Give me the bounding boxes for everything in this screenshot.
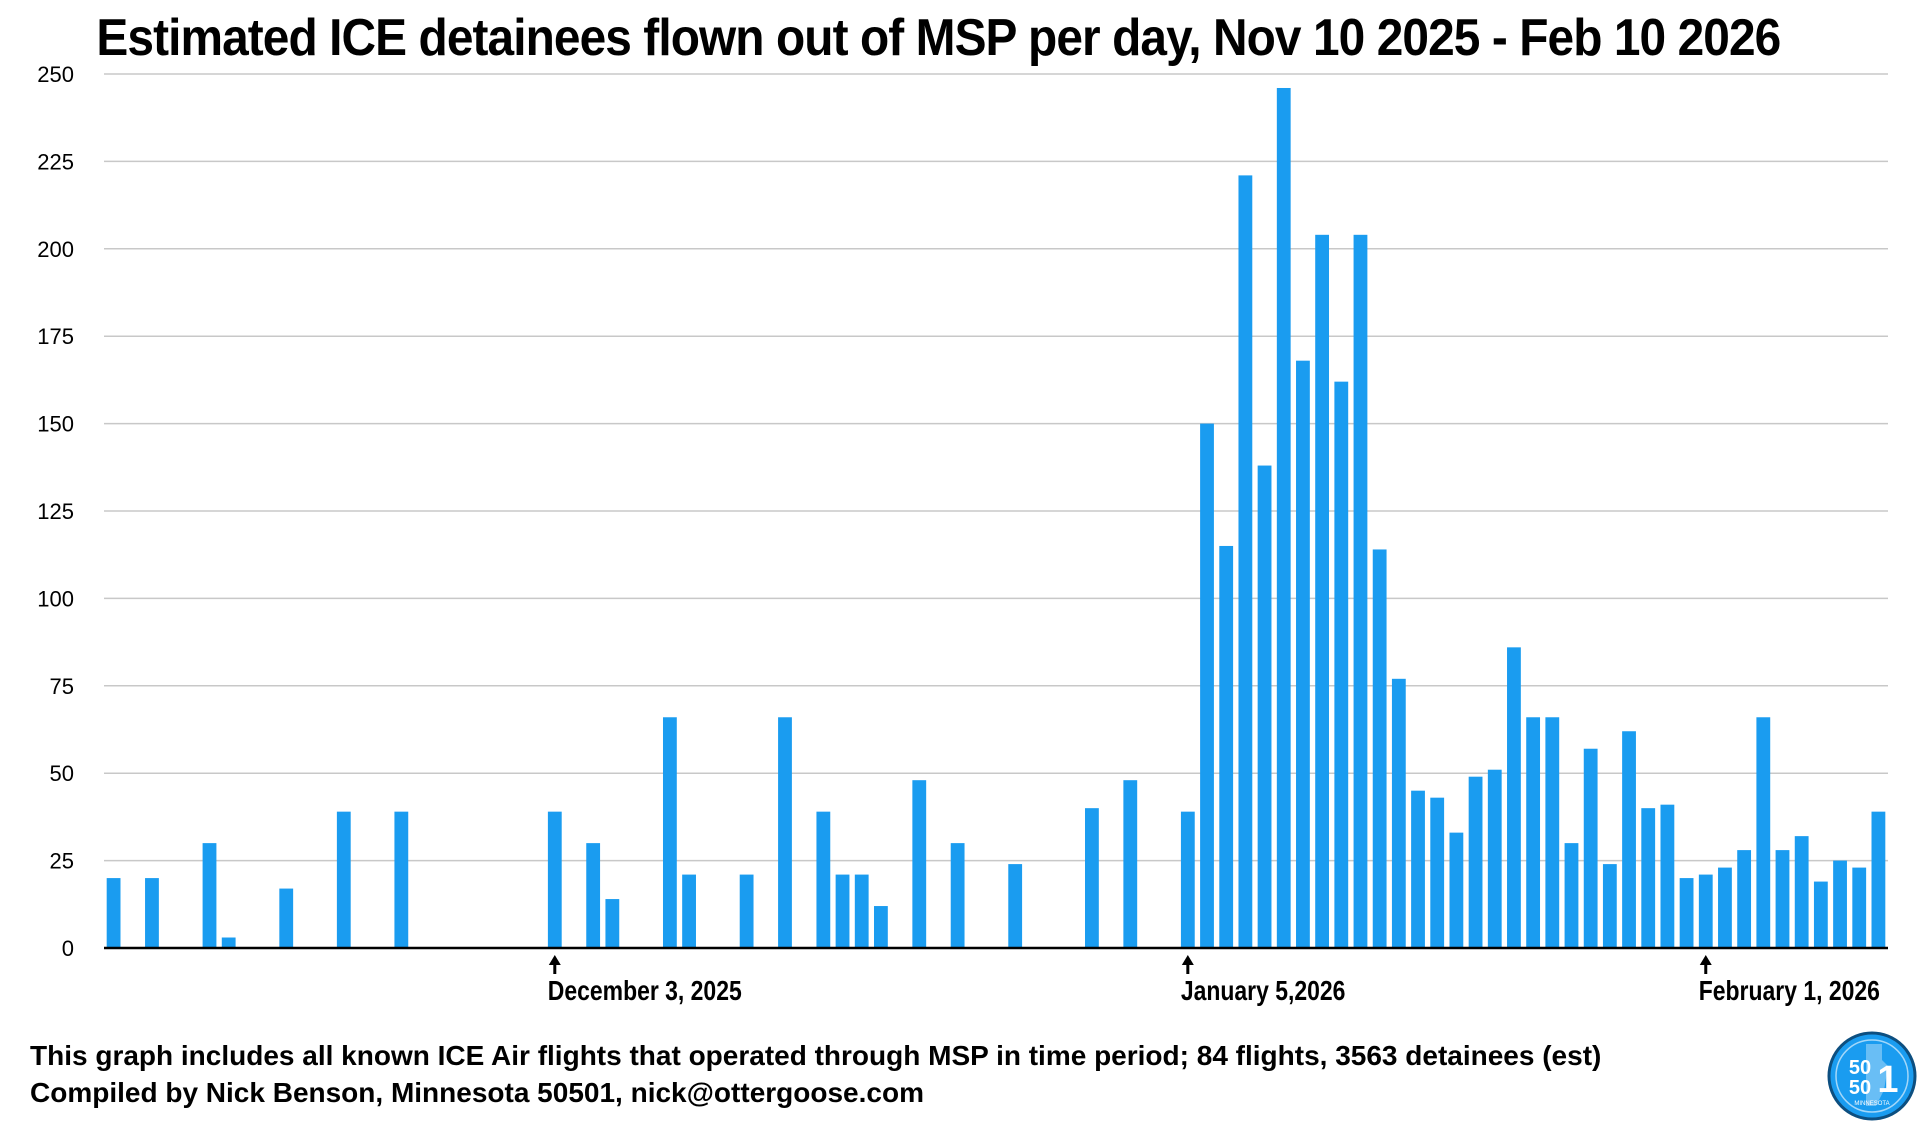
bar: [1468, 776, 1483, 948]
bar: [1660, 804, 1675, 948]
bar: [873, 906, 888, 948]
y-tick-label: 150: [37, 412, 74, 437]
bars: [106, 87, 1886, 949]
bar: [682, 874, 696, 948]
bar: [1391, 678, 1406, 948]
y-tick-label: 225: [37, 149, 74, 174]
bar: [1622, 731, 1636, 948]
bar: [912, 780, 927, 948]
bar: [1008, 864, 1023, 948]
bar: [1526, 717, 1541, 948]
logo-text-small: MINNESOTA: [1854, 1101, 1889, 1107]
x-axis-date-markers: December 3, 2025 January 5,2026 February 1…: [548, 955, 1880, 1007]
bar: [1238, 175, 1253, 948]
bar: [816, 811, 831, 948]
bar: [1219, 545, 1234, 948]
bar: [1257, 465, 1272, 948]
bar: [1564, 843, 1579, 948]
bar: [1794, 836, 1809, 948]
y-tick-label: 175: [37, 324, 74, 349]
footnote-credit: Compiled by Nick Benson, Minnesota 50501…: [30, 1077, 924, 1108]
bar: [605, 899, 620, 948]
arrow-up-icon: [1699, 955, 1712, 965]
y-tick-label: 0: [62, 936, 74, 961]
bar: [1545, 717, 1560, 948]
x-marker-label: February 1, 2026: [1699, 976, 1880, 1007]
bar: [1372, 549, 1387, 948]
bar: [1200, 423, 1214, 949]
bar: [1487, 769, 1502, 948]
arrow-up-icon: [548, 955, 561, 965]
bar: [1698, 874, 1713, 948]
y-tick-label: 25: [50, 849, 74, 874]
bar: [106, 878, 121, 948]
bar: [1756, 717, 1771, 948]
x-marker-label: December 3, 2025: [548, 976, 742, 1007]
bar: [662, 717, 677, 948]
bar: [336, 811, 351, 948]
bar: [739, 874, 754, 948]
bar: [1353, 234, 1368, 949]
bar: [586, 843, 601, 948]
bar: [1833, 860, 1847, 948]
gridlines: [104, 73, 1888, 862]
bar: [835, 874, 850, 948]
bar: [1852, 867, 1867, 948]
footnote-flights-summary: This graph includes all known ICE Air fl…: [30, 1040, 1602, 1071]
y-tick-label: 200: [37, 237, 74, 262]
bar: [1411, 790, 1425, 948]
bar: [1718, 867, 1732, 948]
logo-text-top: 50: [1849, 1057, 1871, 1079]
bar: [221, 937, 236, 948]
bar: [145, 878, 159, 948]
bar: [854, 874, 869, 948]
x-marker-label: January 5,2026: [1181, 976, 1346, 1007]
bar: [1123, 780, 1138, 948]
minnesota-50501-logo: 50 50 1 MINNESOTA: [1827, 1031, 1917, 1121]
y-tick-label: 75: [50, 674, 74, 699]
logo-text-one: 1: [1877, 1059, 1898, 1101]
chart-title: Estimated ICE detainees flown out of MSP…: [96, 9, 1781, 67]
y-axis-tick-labels: 0 25 50 75 100 125 150 175 200 225 250: [37, 62, 74, 961]
bar: [279, 888, 294, 948]
bar: [202, 843, 217, 948]
bar: [1180, 811, 1195, 948]
bar: [1334, 381, 1349, 948]
bar: [1813, 881, 1828, 948]
bar: [547, 811, 562, 948]
bar: [1602, 864, 1617, 948]
bar: [1775, 850, 1790, 948]
bar: [1296, 360, 1310, 948]
logo-text-bottom: 50: [1849, 1077, 1871, 1099]
bar: [1641, 808, 1656, 948]
bar: [1679, 878, 1694, 948]
y-tick-label: 100: [37, 586, 74, 611]
y-tick-label: 125: [37, 499, 74, 524]
bar: [1449, 832, 1464, 948]
bar: [394, 811, 409, 948]
arrow-up-icon: [1181, 955, 1194, 965]
bar: [1871, 811, 1886, 948]
y-tick-label: 50: [50, 761, 74, 786]
y-tick-label: 250: [37, 62, 74, 87]
bar: [1583, 748, 1598, 948]
bar: [1507, 647, 1521, 948]
bar: [1085, 808, 1099, 948]
bar: [778, 717, 792, 948]
bar: [1737, 850, 1752, 948]
bar: [1315, 234, 1330, 949]
bar: [1276, 87, 1291, 948]
bar: [1430, 797, 1445, 948]
bar: [950, 843, 965, 948]
